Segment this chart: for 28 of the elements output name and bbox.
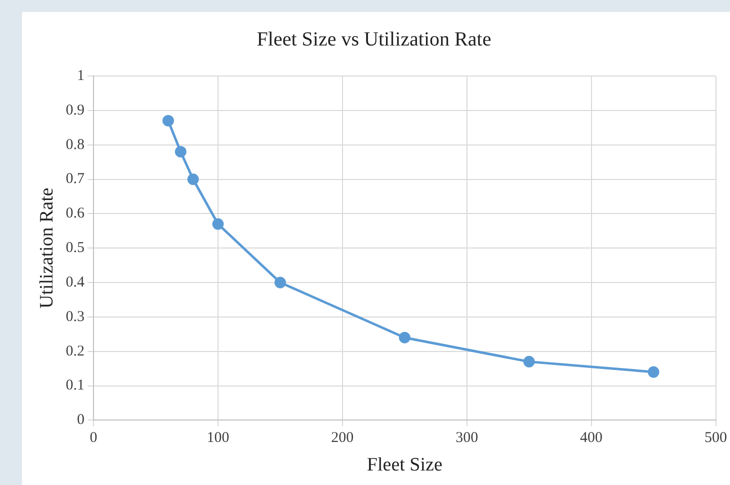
y-tick-label: 0.4 [66,274,86,290]
x-tick-label: 400 [580,430,603,446]
y-tick-label: 0.8 [66,136,85,153]
x-tick-label: 0 [90,430,98,446]
x-tick-label: 500 [704,430,727,446]
point [648,366,660,378]
point [174,146,186,158]
x-tick-label: 100 [206,430,230,446]
chart-title: Fleet Size vs Utilization Rate [256,28,492,50]
point [523,356,535,368]
y-tick-label: 0.1 [66,378,85,394]
x-tick-label: 300 [456,430,478,446]
x-axis-title: Fleet Size [366,454,442,476]
point [162,114,174,126]
y-tick-label: 0.9 [66,102,85,118]
y-tick-label: 0.5 [66,240,85,256]
point [212,218,224,230]
y-tick-label: 0.3 [66,308,85,325]
y-tick-label: 0.6 [66,206,86,222]
point [398,332,410,344]
y-tick-label: 0.2 [66,343,85,360]
point [274,276,286,288]
y-axis-title: Utilization Rate [36,188,58,309]
x-tick-label: 200 [331,430,354,446]
y-tick-label: 0.7 [66,171,86,188]
y-tick-label: 1 [77,68,85,84]
y-tick-label: 0 [77,412,85,428]
point [187,174,199,186]
